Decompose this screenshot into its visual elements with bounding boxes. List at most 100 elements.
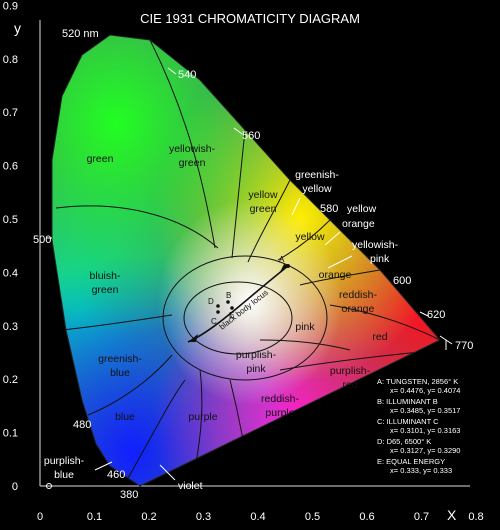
region-reddish-orange-2: orange bbox=[342, 303, 375, 315]
point-b-marker bbox=[226, 300, 230, 304]
y-tick-label: 0.5 bbox=[3, 214, 18, 226]
point-c-marker bbox=[216, 310, 220, 314]
region-yellow-green-1: yellow bbox=[248, 189, 278, 201]
region-yellowish-pink-2: pink bbox=[370, 253, 390, 265]
region-purplish-blue-1: purplish- bbox=[44, 455, 85, 467]
wl-500: 500 bbox=[33, 234, 51, 246]
region-yellow-orange-1: yellow bbox=[347, 203, 377, 215]
locus-arrow-left bbox=[188, 334, 198, 342]
region-yellowish-green-2: green bbox=[179, 157, 206, 169]
wl-770: 770 bbox=[455, 340, 473, 352]
region-purplish-red-1: purplish- bbox=[330, 365, 371, 377]
y-tick-labels: 0 0.1 0.2 0.3 0.4 0.5 0.6 0.7 0.8 0.9 bbox=[3, 0, 18, 493]
region-greenish-yellow-2: yellow bbox=[302, 183, 332, 195]
wl-520: 520 nm bbox=[62, 28, 99, 40]
point-a-marker bbox=[286, 264, 290, 268]
region-blue: blue bbox=[115, 411, 135, 423]
y-tick-label: 0.9 bbox=[3, 0, 18, 12]
y-tick-label: 0.1 bbox=[3, 428, 18, 440]
region-purple: purple bbox=[188, 411, 217, 423]
region-red: red bbox=[372, 331, 387, 343]
wl-380: 380 bbox=[120, 489, 138, 501]
y-tick-label: 0 bbox=[12, 481, 18, 493]
region-pink: pink bbox=[295, 321, 315, 333]
y-tick-label: 0.8 bbox=[3, 54, 18, 66]
spectral-locus-outline bbox=[51, 34, 441, 487]
origin-marker bbox=[46, 483, 52, 489]
region-yellow-green-2: green bbox=[250, 203, 277, 215]
pointer-arrows bbox=[94, 197, 353, 481]
legend-title: B: ILLUMINANT B bbox=[377, 397, 438, 406]
region-labels: green yellowish- green yellow green yell… bbox=[87, 143, 388, 423]
arrow-yellow-orange bbox=[324, 231, 341, 246]
illuminant-legend: A: TUNGSTEN, 2856° Kx= 0.4476, y= 0.4074… bbox=[377, 377, 460, 475]
x-tick-label: 0.5 bbox=[305, 511, 320, 523]
x-tick-label: 0.6 bbox=[359, 511, 374, 523]
legend-coords: x= 0.3127, y= 0.3290 bbox=[390, 446, 460, 455]
y-tick-label: 0.2 bbox=[3, 374, 18, 386]
y-tick-label: 0.4 bbox=[3, 267, 18, 279]
legend-coords: x= 0.3101, y= 0.3163 bbox=[390, 426, 460, 435]
wl-540: 540 bbox=[178, 69, 196, 81]
point-d-marker bbox=[216, 304, 220, 308]
x-tick-labels: 0 0.1 0.2 0.3 0.4 0.5 0.6 0.7 0.8 bbox=[37, 511, 484, 523]
region-greenish-blue-2: blue bbox=[110, 367, 130, 379]
y-tick-label: 0.3 bbox=[3, 321, 18, 333]
region-yellowish-green-1: yellowish- bbox=[169, 143, 216, 155]
region-bluish-green-1: bluish- bbox=[90, 270, 121, 282]
arrow-greenish-yellow bbox=[291, 197, 301, 216]
legend-title: E: EQUAL ENERGY bbox=[377, 457, 445, 466]
x-tick-label: 0.1 bbox=[87, 511, 102, 523]
outer-labels: greenish- yellow yellow orange yellowish… bbox=[44, 169, 399, 492]
x-tick-label: 0.8 bbox=[468, 511, 483, 523]
wavelength-ticks bbox=[46, 67, 453, 350]
legend-coords: x= 0.4476, y= 0.4074 bbox=[390, 386, 460, 395]
x-axis-label: X bbox=[447, 507, 457, 523]
y-tick-label: 0.6 bbox=[3, 161, 18, 173]
region-greenish-blue-1: greenish- bbox=[98, 353, 142, 365]
point-d-label: D bbox=[208, 297, 214, 306]
axes bbox=[39, 20, 470, 487]
legend-title: A: TUNGSTEN, 2856° K bbox=[377, 377, 458, 386]
illuminant-points: A B C D E bbox=[208, 255, 290, 326]
arrow-yellowish-pink bbox=[327, 255, 353, 269]
region-greenish-yellow-1: greenish- bbox=[295, 169, 339, 181]
x-tick-label: 0.2 bbox=[141, 511, 156, 523]
wl-620: 620 bbox=[427, 309, 445, 321]
point-a-label: A bbox=[279, 255, 285, 264]
region-bluish-green-2: green bbox=[92, 284, 119, 296]
y-tick-label: 0.7 bbox=[3, 107, 18, 119]
point-c-label: C bbox=[211, 317, 217, 326]
region-reddish-purple-1: reddish- bbox=[261, 393, 299, 405]
point-b-label: B bbox=[226, 291, 231, 300]
y-axis-label: y bbox=[14, 20, 21, 36]
region-yellowish-pink-1: yellowish- bbox=[352, 239, 399, 251]
x-tick-label: 0.7 bbox=[414, 511, 429, 523]
x-tick-label: 0.3 bbox=[196, 511, 211, 523]
wl-480: 480 bbox=[73, 419, 91, 431]
region-reddish-orange-1: reddish- bbox=[339, 289, 377, 301]
legend-coords: x= 0.333, y= 0.333 bbox=[390, 466, 452, 475]
arrow-purplish-blue bbox=[94, 461, 113, 471]
legend-coords: x= 0.3485, y= 0.3517 bbox=[390, 406, 460, 415]
wl-460: 460 bbox=[107, 469, 125, 481]
x-tick-label: 0.4 bbox=[250, 511, 265, 523]
legend-title: C: ILLUMINANT C bbox=[377, 417, 439, 426]
wl-600: 600 bbox=[393, 275, 411, 287]
diagram-title: CIE 1931 CHROMATICITY DIAGRAM bbox=[140, 11, 360, 26]
region-violet: violet bbox=[178, 480, 203, 492]
wavelength-labels: 520 nm 540 560 580 600 620 770 500 480 4… bbox=[33, 28, 473, 501]
wl-560: 560 bbox=[242, 130, 260, 142]
arrow-violet bbox=[159, 464, 176, 481]
region-orange: orange bbox=[319, 269, 352, 281]
point-e-label: E bbox=[229, 311, 234, 320]
region-purplish-pink-2: pink bbox=[246, 363, 266, 375]
region-purplish-pink-1: purplish- bbox=[236, 349, 277, 361]
region-reddish-purple-2: purple bbox=[265, 407, 294, 419]
region-purplish-red-2: red bbox=[342, 379, 357, 391]
wl-580: 580 bbox=[320, 203, 338, 215]
region-yellow-orange-2: orange bbox=[342, 218, 375, 230]
region-purplish-blue-2: blue bbox=[54, 469, 74, 481]
